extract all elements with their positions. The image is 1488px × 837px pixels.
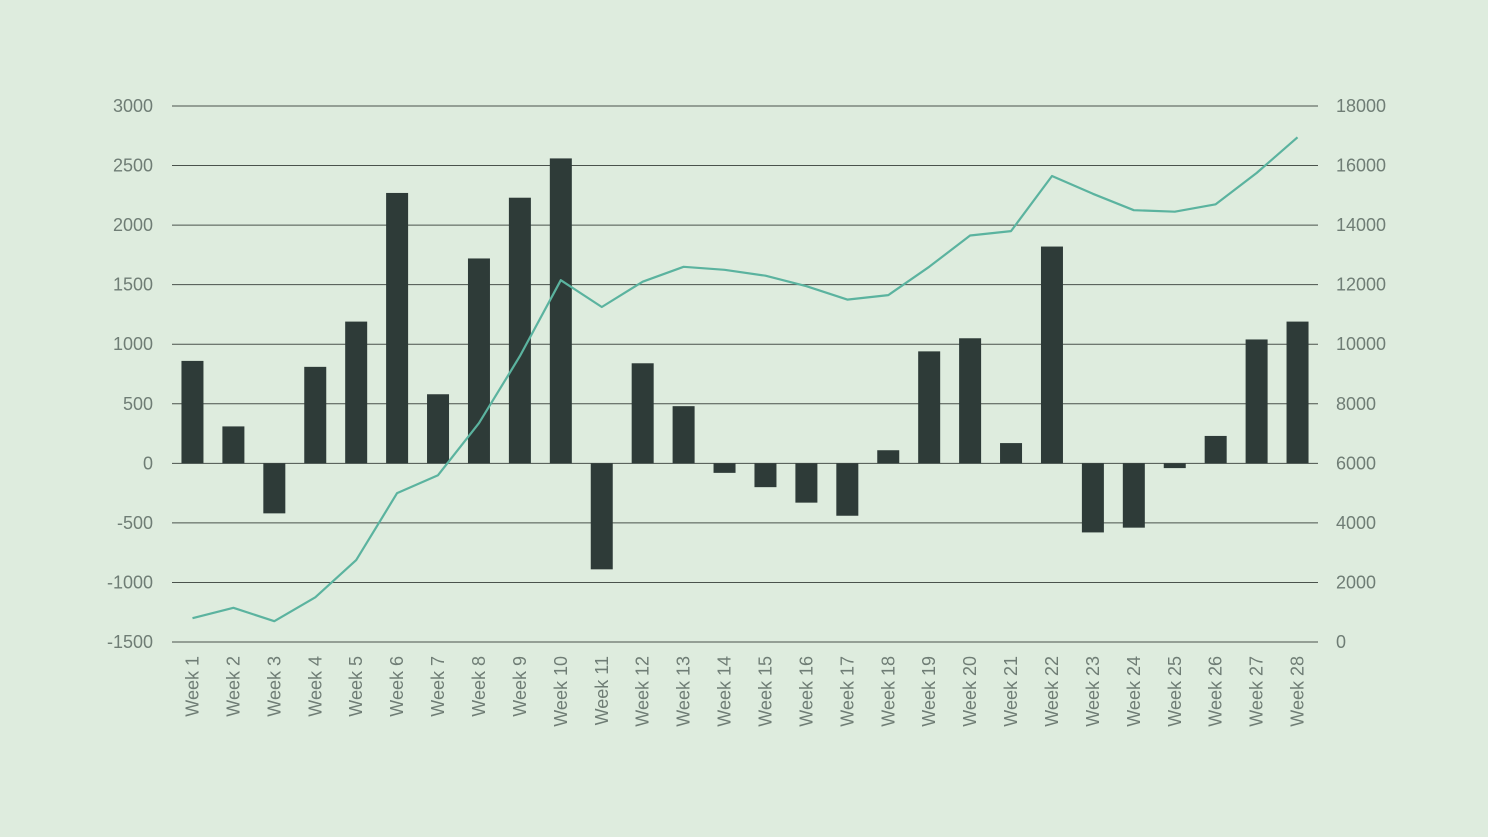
x-tick-label: Week 2	[223, 656, 243, 717]
bar	[672, 406, 695, 464]
x-tick-label: Week 11	[592, 656, 612, 725]
bar	[1000, 443, 1023, 464]
bar	[1163, 463, 1186, 469]
bar	[1081, 463, 1104, 533]
right-axis-ticks: 18000 16000 14000 12000 10000 8000 6000 4000 200…	[1336, 96, 1386, 652]
bar	[1204, 435, 1227, 464]
x-tick-label: Week 8	[469, 656, 489, 717]
x-tick-label: Week 7	[428, 656, 448, 717]
bar-series	[181, 158, 1309, 570]
x-tick-label: Week 28	[1288, 656, 1308, 727]
x-tick-label: Week 24	[1124, 656, 1144, 727]
bar	[1286, 321, 1309, 464]
bar	[427, 394, 450, 464]
cumulative-line	[192, 136, 1299, 623]
x-tick-label: Week 15	[755, 656, 775, 727]
right-tick-label: 2000	[1336, 572, 1376, 592]
left-tick-label: 1500	[113, 275, 153, 295]
right-tick-label: 4000	[1336, 513, 1376, 533]
bar	[263, 463, 286, 514]
left-tick-label: 1000	[113, 334, 153, 354]
bar	[713, 463, 736, 473]
right-tick-label: 14000	[1336, 215, 1386, 235]
bar	[222, 426, 245, 464]
x-tick-label: Week 9	[510, 656, 530, 717]
left-tick-label: 0	[143, 453, 153, 473]
left-tick-label: -500	[117, 513, 153, 533]
right-tick-label: 18000	[1336, 96, 1386, 116]
bar	[959, 338, 982, 464]
right-tick-label: 8000	[1336, 394, 1376, 414]
x-tick-label: Week 23	[1083, 656, 1103, 727]
right-tick-label: 16000	[1336, 156, 1386, 176]
x-tick-label: Week 26	[1206, 656, 1226, 727]
right-tick-label: 10000	[1336, 334, 1386, 354]
x-tick-label: Week 5	[346, 656, 366, 717]
x-tick-label: Week 10	[551, 656, 571, 727]
right-tick-label: 6000	[1336, 453, 1376, 473]
x-tick-label: Week 19	[919, 656, 939, 727]
x-tick-label: Week 25	[1165, 656, 1185, 727]
bar	[508, 197, 531, 464]
x-tick-label: Week 14	[715, 656, 735, 727]
left-axis-ticks: 3000 2500 2000 1500 1000 500 0 -500 -1000 -1500	[107, 96, 153, 652]
bar	[836, 463, 859, 516]
left-tick-label: 500	[123, 394, 153, 414]
bar	[918, 351, 941, 464]
left-tick-label: 2000	[113, 215, 153, 235]
bar	[304, 366, 327, 464]
x-axis-ticks: Week 1 Week 2 Week 3 Week 4 Week 5 Week 6 Week…	[182, 656, 1307, 727]
bar	[795, 463, 818, 503]
x-tick-label: Week 1	[182, 656, 202, 717]
x-tick-label: Week 18	[878, 656, 898, 727]
bar	[877, 450, 900, 464]
x-tick-label: Week 20	[960, 656, 980, 727]
x-tick-label: Week 3	[264, 656, 284, 717]
bar	[181, 360, 204, 464]
bar	[631, 363, 654, 464]
left-tick-label: 2500	[113, 156, 153, 176]
left-tick-label: 3000	[113, 96, 153, 116]
bar	[549, 158, 572, 464]
x-tick-label: Week 21	[1001, 656, 1021, 727]
left-tick-label: -1000	[107, 572, 153, 592]
gridlines	[172, 105, 1318, 643]
left-tick-label: -1500	[107, 632, 153, 652]
bar	[1122, 463, 1145, 528]
bar	[754, 463, 777, 488]
bar	[386, 192, 409, 464]
right-tick-label: 0	[1336, 632, 1346, 652]
x-tick-label: Week 22	[1042, 656, 1062, 727]
line-series	[192, 136, 1299, 623]
bar	[345, 321, 368, 464]
x-tick-label: Week 16	[796, 656, 816, 727]
bar	[1040, 246, 1063, 464]
x-tick-label: Week 13	[674, 656, 694, 727]
x-tick-label: Week 27	[1247, 656, 1267, 727]
bar	[1245, 339, 1268, 464]
x-tick-label: Week 12	[633, 656, 653, 727]
x-tick-label: Week 17	[837, 656, 857, 727]
x-tick-label: Week 4	[305, 656, 325, 717]
x-tick-label: Week 6	[387, 656, 407, 717]
right-tick-label: 12000	[1336, 275, 1386, 295]
bar	[590, 463, 613, 570]
